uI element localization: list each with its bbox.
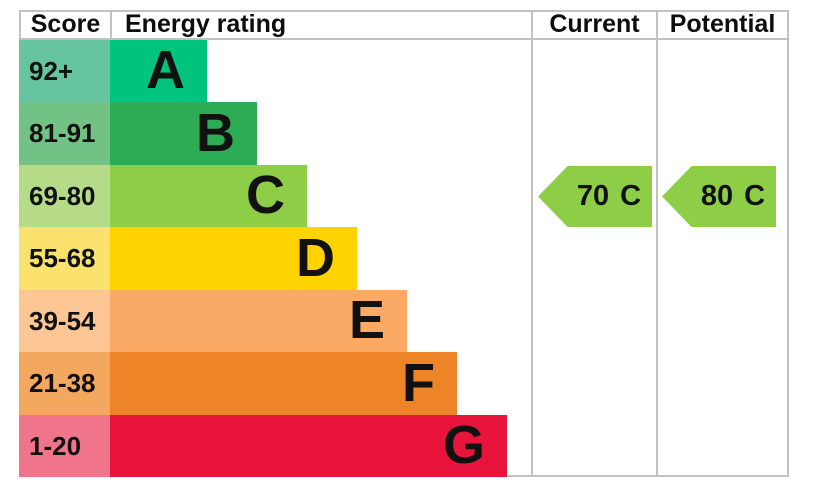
header-bottom-border — [19, 38, 789, 40]
rating-bar-f: F — [110, 352, 457, 415]
energy-rating-column-header: Energy rating — [125, 10, 287, 38]
band-row-a: 92+ A — [19, 40, 789, 102]
score-range-label: 1-20 — [19, 415, 110, 477]
score-range-label: 55-68 — [19, 227, 110, 290]
current-column-header: Current — [549, 10, 640, 38]
rating-bar-c: C — [110, 165, 307, 227]
rating-bar-b: B — [110, 102, 257, 165]
score-range-label: 81-91 — [19, 102, 110, 165]
score-column-header: Score — [30, 10, 101, 38]
band-letter: F — [402, 352, 435, 413]
table-top-border — [19, 10, 789, 12]
rating-bar-g: G — [110, 415, 507, 477]
band-letter: B — [196, 102, 235, 163]
band-row-c: 69-80 C — [19, 165, 789, 227]
score-column-divider — [110, 10, 112, 40]
potential-rating-band: C — [744, 180, 766, 212]
band-row-f: 21-38 F — [19, 352, 789, 415]
band-letter: D — [296, 227, 335, 288]
potential-rating-value: 80 — [700, 180, 734, 212]
current-rating-value: 70 — [576, 180, 610, 212]
header-left-border — [19, 10, 21, 40]
score-range-label: 92+ — [19, 40, 110, 102]
current-column-left-border — [531, 10, 533, 477]
table-right-border — [787, 10, 789, 477]
potential-column-header: Potential — [669, 10, 776, 38]
current-rating-band: C — [620, 180, 642, 212]
band-row-d: 55-68 D — [19, 227, 789, 290]
rating-bar-d: D — [110, 227, 357, 290]
band-letter: A — [146, 40, 185, 100]
band-row-g: 1-20 G — [19, 415, 789, 477]
band-letter: G — [442, 415, 485, 475]
band-row-b: 81-91 B — [19, 102, 789, 165]
band-letter: C — [246, 165, 285, 225]
band-letter: E — [348, 290, 385, 350]
band-row-e: 39-54 E — [19, 290, 789, 352]
score-range-label: 21-38 — [19, 352, 110, 415]
rating-bar-a: A — [110, 40, 207, 102]
score-range-label: 69-80 — [19, 165, 110, 227]
score-range-label: 39-54 — [19, 290, 110, 352]
potential-column-left-border — [656, 10, 658, 477]
rating-bar-e: E — [110, 290, 407, 352]
